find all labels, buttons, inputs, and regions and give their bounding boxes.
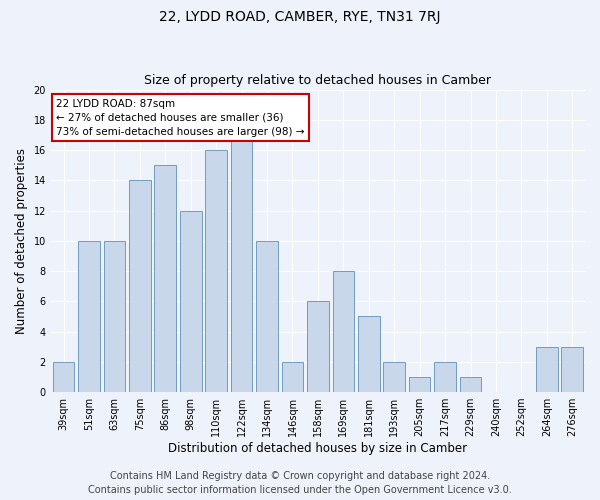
X-axis label: Distribution of detached houses by size in Camber: Distribution of detached houses by size … [169, 442, 467, 455]
Bar [231, 135, 253, 392]
Text: Contains HM Land Registry data © Crown copyright and database right 2024.
Contai: Contains HM Land Registry data © Crown c… [88, 471, 512, 495]
Y-axis label: Number of detached properties: Number of detached properties [15, 148, 28, 334]
Bar [409, 377, 430, 392]
Bar [562, 346, 583, 392]
Bar [358, 316, 380, 392]
Bar [104, 241, 125, 392]
Title: Size of property relative to detached houses in Camber: Size of property relative to detached ho… [145, 74, 491, 87]
Bar [332, 271, 354, 392]
Text: 22, LYDD ROAD, CAMBER, RYE, TN31 7RJ: 22, LYDD ROAD, CAMBER, RYE, TN31 7RJ [159, 10, 441, 24]
Bar [53, 362, 74, 392]
Bar [256, 241, 278, 392]
Text: 22 LYDD ROAD: 87sqm
← 27% of detached houses are smaller (36)
73% of semi-detach: 22 LYDD ROAD: 87sqm ← 27% of detached ho… [56, 98, 305, 136]
Bar [129, 180, 151, 392]
Bar [434, 362, 456, 392]
Bar [180, 210, 202, 392]
Bar [281, 362, 303, 392]
Bar [154, 165, 176, 392]
Bar [383, 362, 405, 392]
Bar [205, 150, 227, 392]
Bar [460, 377, 481, 392]
Bar [78, 241, 100, 392]
Bar [536, 346, 557, 392]
Bar [307, 302, 329, 392]
